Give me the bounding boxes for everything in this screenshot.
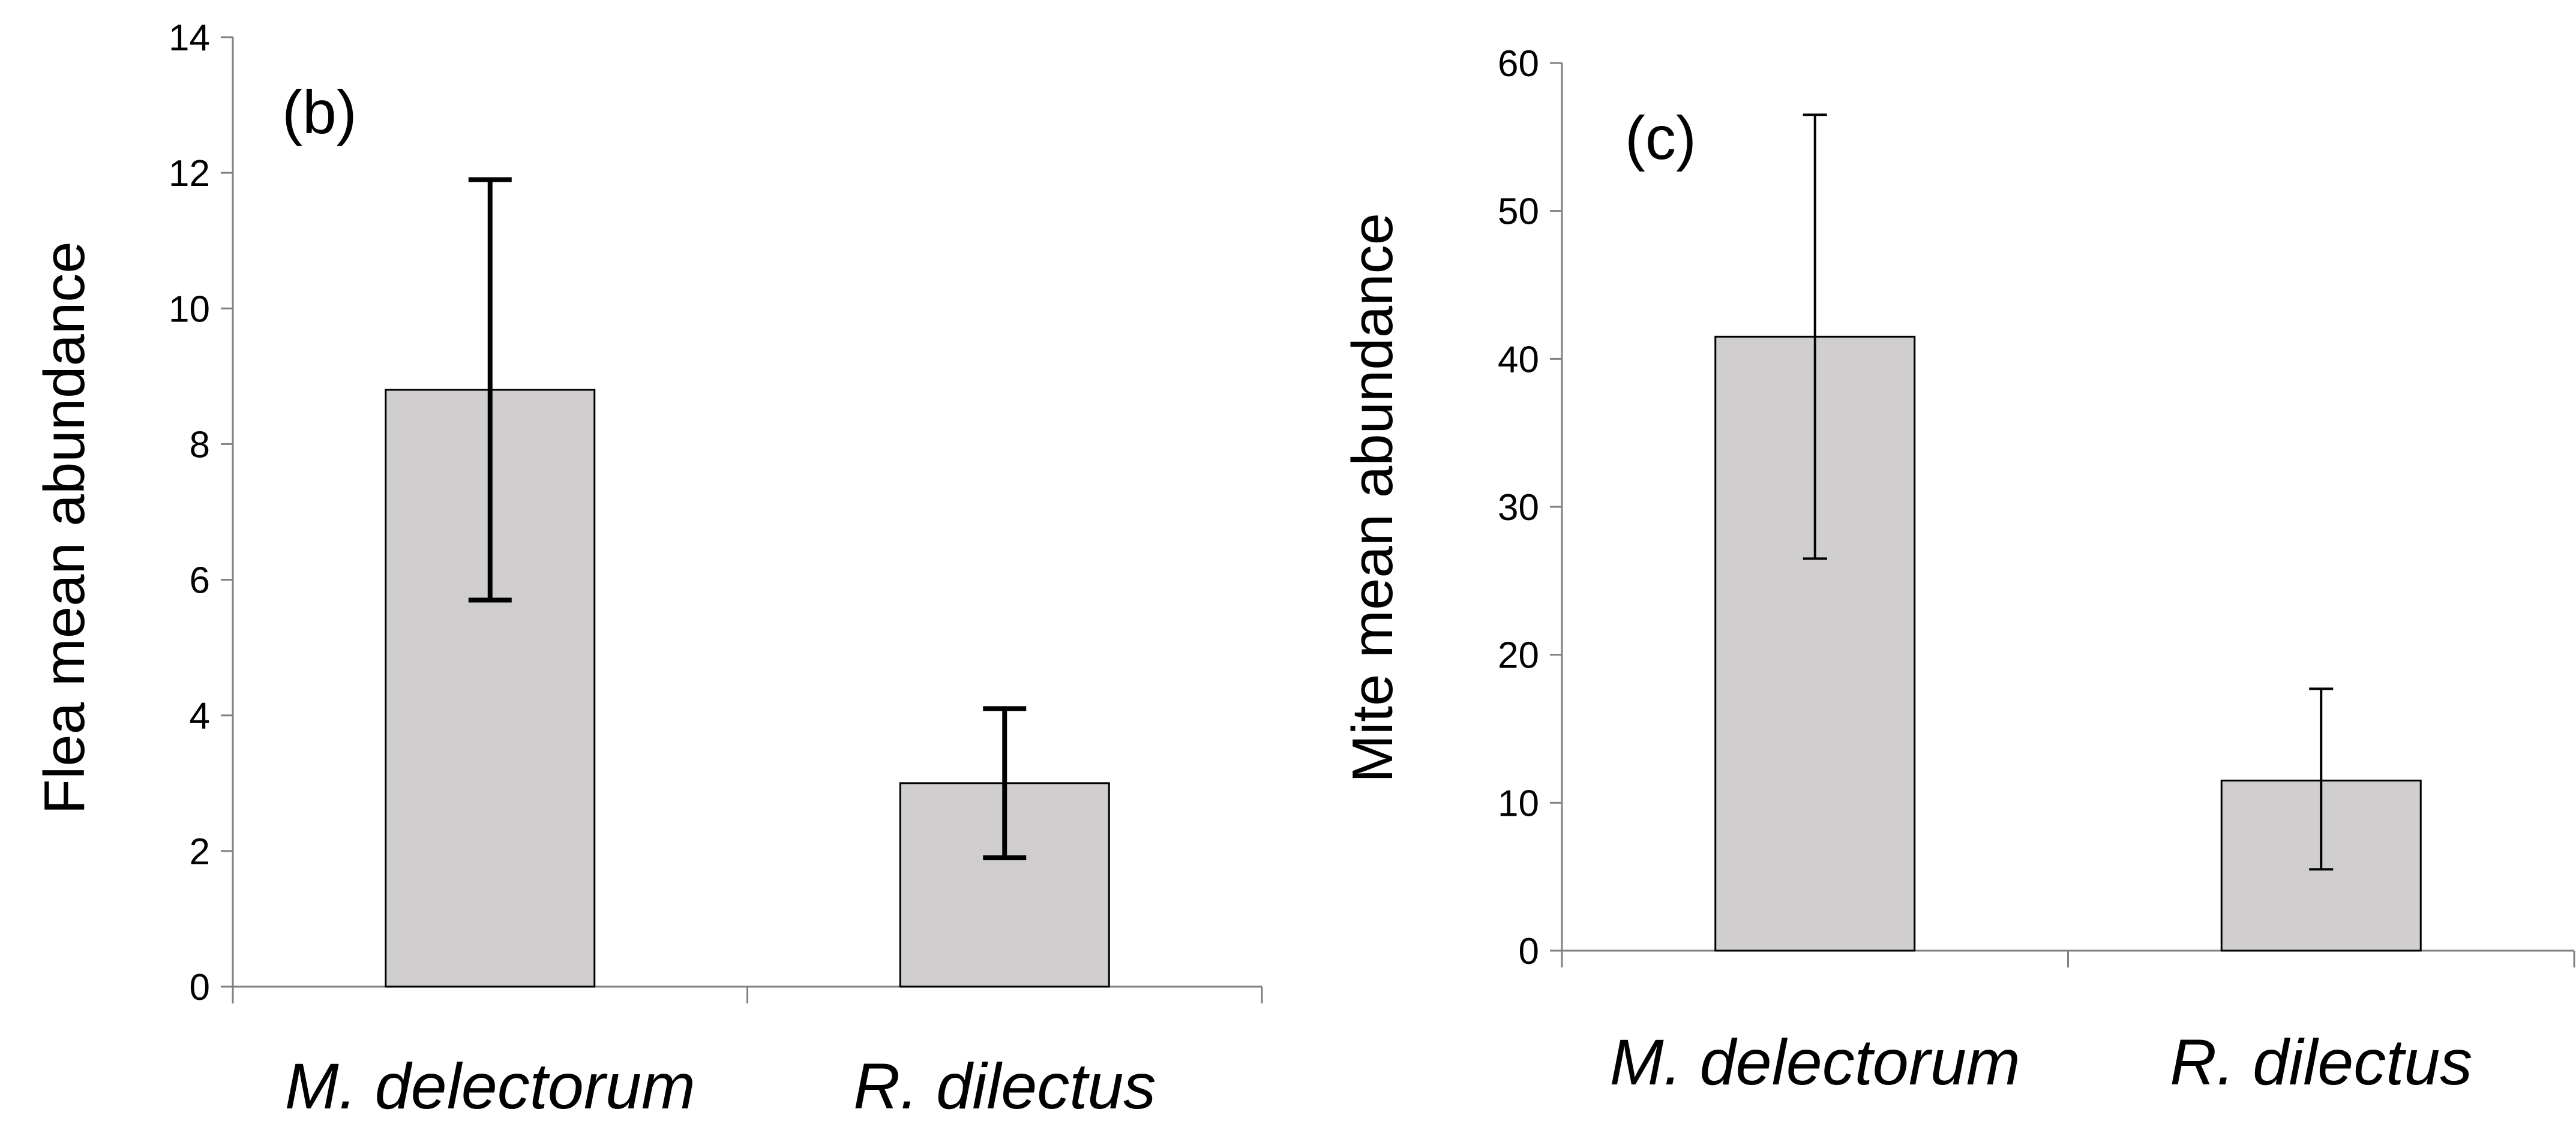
panel-b-y-axis-title: Flea mean abundance [32, 241, 97, 814]
panel-b-category-label: R. dilectus [853, 1050, 1156, 1122]
panel-c-y-tick-label: 20 [1498, 635, 1539, 677]
panel-c-category-label: R. dilectus [2170, 1026, 2472, 1098]
panel-c-y-tick-label: 10 [1498, 783, 1539, 824]
panel-b-label: (b) [282, 78, 357, 146]
panel-b-y-tick-label: 2 [190, 831, 210, 873]
panel-c-y-tick-label: 60 [1498, 43, 1539, 85]
panel-b-category-label: M. delectorum [285, 1050, 695, 1122]
panel-b-y-tick-label: 4 [190, 696, 210, 737]
panel-b-y-tick-label: 10 [169, 288, 210, 330]
panel-c-chart: (c) Mite mean abundance [1341, 104, 1696, 783]
panel-b-y-tick-label: 6 [190, 560, 210, 602]
panel-c-plot: 0 10 20 30 40 50 60 M. delectorum R. dilectus [1498, 43, 2575, 1098]
panel-c-y-axis-title: Mite mean abundance [1341, 213, 1405, 783]
panel-c-label: (c) [1625, 104, 1696, 172]
panel-b-y-tick-label: 14 [169, 17, 210, 59]
panel-b-y-tick-label: 12 [169, 153, 210, 194]
panel-c-category-label: M. delectorum [1610, 1026, 2020, 1098]
panel-b-y-tick-label: 8 [190, 424, 210, 465]
panel-b-y-tick-label: 0 [190, 967, 210, 1008]
panel-c-y-tick-label: 30 [1498, 487, 1539, 528]
panel-c-y-tick-label: 40 [1498, 339, 1539, 380]
panel-b-chart: (b) Flea mean abundance [32, 78, 357, 815]
panel-c-y-tick-label: 50 [1498, 191, 1539, 233]
panel-c-y-tick-label: 0 [1519, 931, 1539, 972]
panel-b-plot: 0 2 4 6 8 10 12 14 M. delectorum R. dilectus [169, 17, 1263, 1122]
